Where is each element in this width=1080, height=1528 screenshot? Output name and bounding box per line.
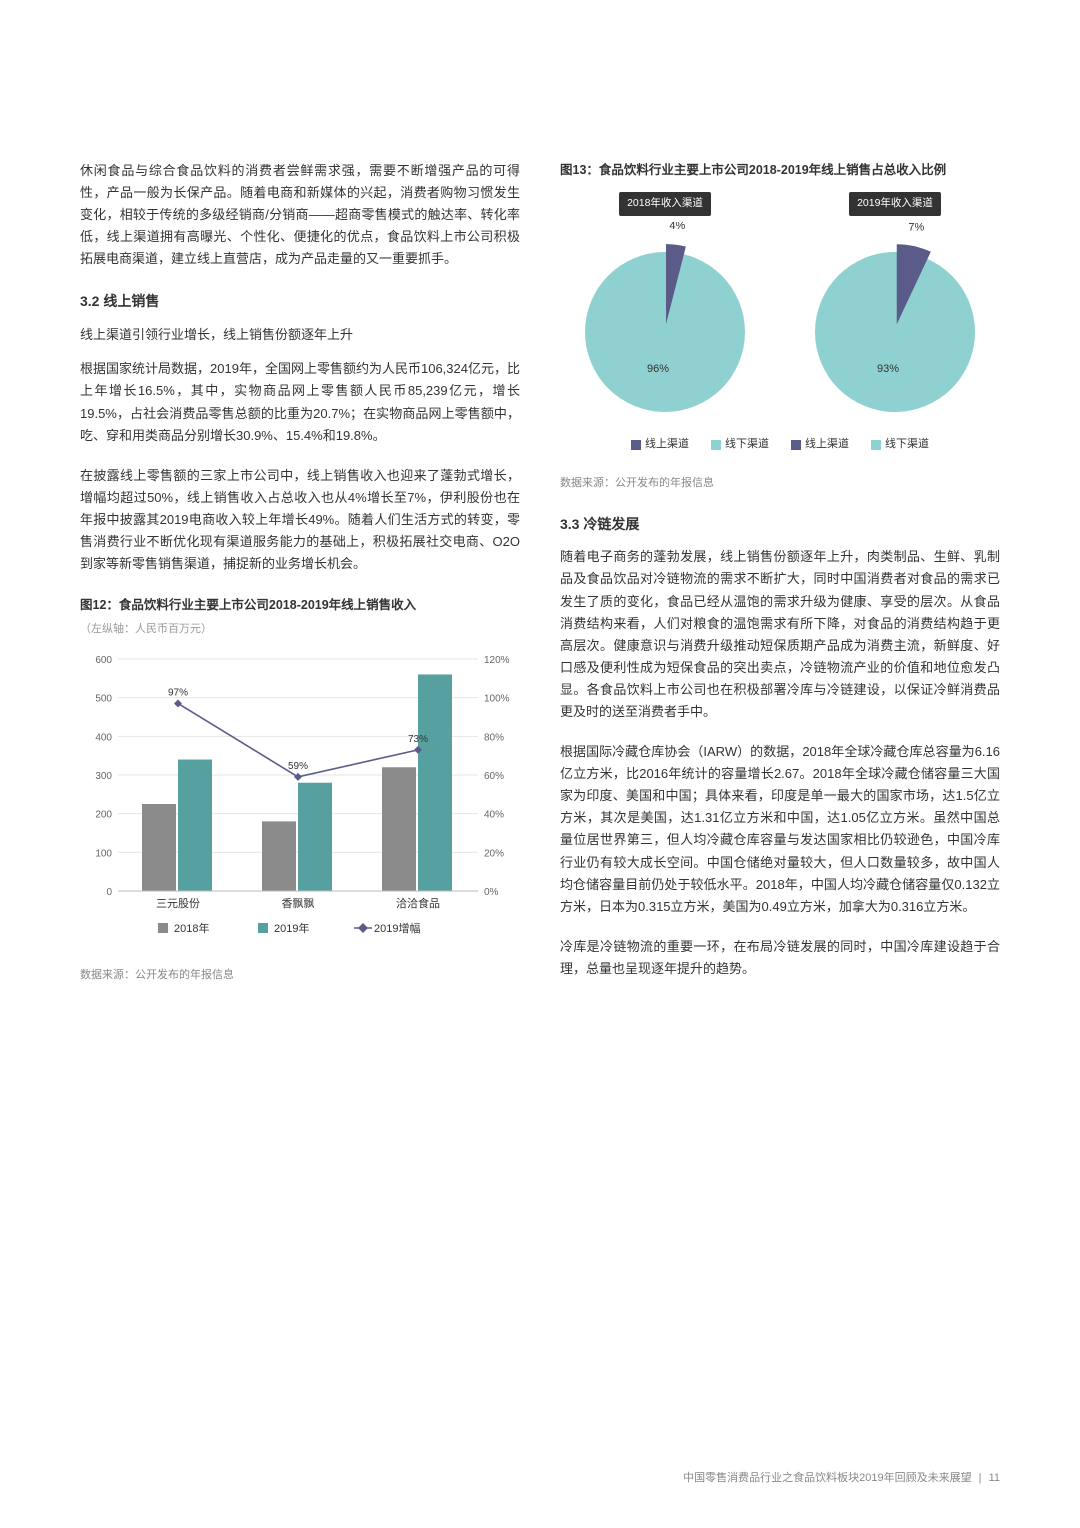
svg-text:600: 600 bbox=[95, 655, 112, 666]
legend-item: 线下渠道 bbox=[871, 435, 929, 454]
svg-text:2019年: 2019年 bbox=[274, 921, 309, 935]
svg-text:三元股份: 三元股份 bbox=[156, 897, 200, 910]
svg-text:0%: 0% bbox=[484, 887, 499, 898]
svg-text:100: 100 bbox=[95, 848, 112, 859]
legend-item: 线上渠道 bbox=[791, 435, 849, 454]
svg-text:香飘飘: 香飘飘 bbox=[282, 897, 315, 910]
para-3-3-b: 根据国际冷藏仓库协会（IARW）的数据，2018年全球冷藏仓库总容量为6.16亿… bbox=[560, 741, 1000, 918]
legend-item: 线下渠道 bbox=[711, 435, 769, 454]
subtitle-3-2: 线上渠道引领行业增长，线上销售份额逐年上升 bbox=[80, 324, 520, 346]
svg-text:97%: 97% bbox=[168, 688, 188, 699]
legend-swatch bbox=[711, 440, 721, 450]
para-3-3-a: 随着电子商务的蓬勃发展，线上销售份额逐年上升，肉类制品、生鲜、乳制品及食品饮品对… bbox=[560, 546, 1000, 723]
svg-text:100%: 100% bbox=[484, 694, 510, 705]
chart-13-source: 数据来源：公开发布的年报信息 bbox=[560, 474, 1000, 493]
svg-text:40%: 40% bbox=[484, 810, 504, 821]
legend-swatch bbox=[871, 440, 881, 450]
svg-text:300: 300 bbox=[95, 771, 112, 782]
chart-12-svg: 0 100 200 300 400 500 600 0% 20% 40% 60% 80% 100% 120… bbox=[80, 649, 520, 949]
pie-2018-label: 2018年收入渠道 bbox=[619, 192, 711, 216]
legend-label: 线下渠道 bbox=[885, 435, 929, 454]
legend-swatch bbox=[791, 440, 801, 450]
heading-3-3: 3.3 冷链发展 bbox=[560, 513, 1000, 537]
footer-text: 中国零售消费品行业之食品饮料板块2019年回顾及未来展望 bbox=[683, 1472, 971, 1484]
legend-item: 线上渠道 bbox=[631, 435, 689, 454]
pie-2018-wrap: 2018年收入渠道 4% 96% bbox=[560, 191, 770, 429]
chart-13-title: 图13：食品饮料行业主要上市公司2018-2019年线上销售占总收入比例 bbox=[560, 160, 1000, 181]
svg-text:80%: 80% bbox=[484, 732, 504, 743]
footer-page: 11 bbox=[989, 1472, 1000, 1484]
svg-text:400: 400 bbox=[95, 732, 112, 743]
chart-12-title: 图12：食品饮料行业主要上市公司2018-2019年线上销售收入 bbox=[80, 595, 520, 616]
pie-2019-wrap: 2019年收入渠道 7% 93% bbox=[790, 191, 1000, 429]
svg-text:洽洽食品: 洽洽食品 bbox=[396, 896, 440, 910]
svg-text:2018年: 2018年 bbox=[174, 921, 209, 935]
legend-label: 线下渠道 bbox=[725, 435, 769, 454]
svg-text:7%: 7% bbox=[908, 222, 924, 233]
page: 休闲食品与综合食品饮料的消费者尝鲜需求强，需要不断增强产品的可得性，产品一般为长… bbox=[0, 0, 1080, 1058]
pie-2019-svg: 7% 93% bbox=[795, 222, 995, 422]
svg-text:59%: 59% bbox=[288, 761, 308, 772]
heading-3-2: 3.2 线上销售 bbox=[80, 290, 520, 314]
svg-text:73%: 73% bbox=[408, 734, 428, 745]
svg-text:200: 200 bbox=[95, 810, 112, 821]
svg-text:2019增幅: 2019增幅 bbox=[374, 921, 420, 935]
chart-13: 图13：食品饮料行业主要上市公司2018-2019年线上销售占总收入比例 201… bbox=[560, 160, 1000, 493]
pie-2019-label: 2019年收入渠道 bbox=[849, 192, 941, 216]
para-3-2-a: 根据国家统计局数据，2019年，全国网上零售额约为人民币106,324亿元，比上… bbox=[80, 358, 520, 446]
chart-12-subtitle: （左纵轴：人民币百万元） bbox=[80, 620, 520, 639]
intro-para: 休闲食品与综合食品饮料的消费者尝鲜需求强，需要不断增强产品的可得性，产品一般为长… bbox=[80, 160, 520, 270]
para-3-2-b: 在披露线上零售额的三家上市公司中，线上销售收入也迎来了蓬勃式增长，增幅均超过50… bbox=[80, 465, 520, 575]
svg-text:0: 0 bbox=[106, 887, 112, 898]
right-column: 图13：食品饮料行业主要上市公司2018-2019年线上销售占总收入比例 201… bbox=[560, 160, 1000, 998]
chart-13-legend: 线上渠道 线下渠道 线上渠道 线下渠道 bbox=[560, 435, 1000, 454]
pie-2018-svg: 4% 96% bbox=[565, 222, 765, 422]
legend-swatch bbox=[631, 440, 641, 450]
chart-13-pies: 2018年收入渠道 4% 96% 2019年收入渠道 7% 93% bbox=[560, 191, 1000, 429]
para-3-3-c: 冷库是冷链物流的重要一环，在布局冷链发展的同时，中国冷库建设趋于合理，总量也呈现… bbox=[560, 936, 1000, 980]
chart-12: 图12：食品饮料行业主要上市公司2018-2019年线上销售收入 （左纵轴：人民… bbox=[80, 595, 520, 985]
svg-text:20%: 20% bbox=[484, 848, 504, 859]
svg-text:4%: 4% bbox=[669, 222, 685, 232]
page-footer: 中国零售消费品行业之食品饮料板块2019年回顾及未来展望 | 11 bbox=[683, 1469, 1000, 1488]
left-column: 休闲食品与综合食品饮料的消费者尝鲜需求强，需要不断增强产品的可得性，产品一般为长… bbox=[80, 160, 520, 998]
svg-text:500: 500 bbox=[95, 694, 112, 705]
svg-text:96%: 96% bbox=[647, 363, 669, 375]
svg-text:93%: 93% bbox=[877, 363, 899, 375]
svg-text:120%: 120% bbox=[484, 655, 510, 666]
svg-text:60%: 60% bbox=[484, 771, 504, 782]
chart-12-source: 数据来源：公开发布的年报信息 bbox=[80, 966, 520, 985]
legend-label: 线上渠道 bbox=[645, 435, 689, 454]
legend-label: 线上渠道 bbox=[805, 435, 849, 454]
